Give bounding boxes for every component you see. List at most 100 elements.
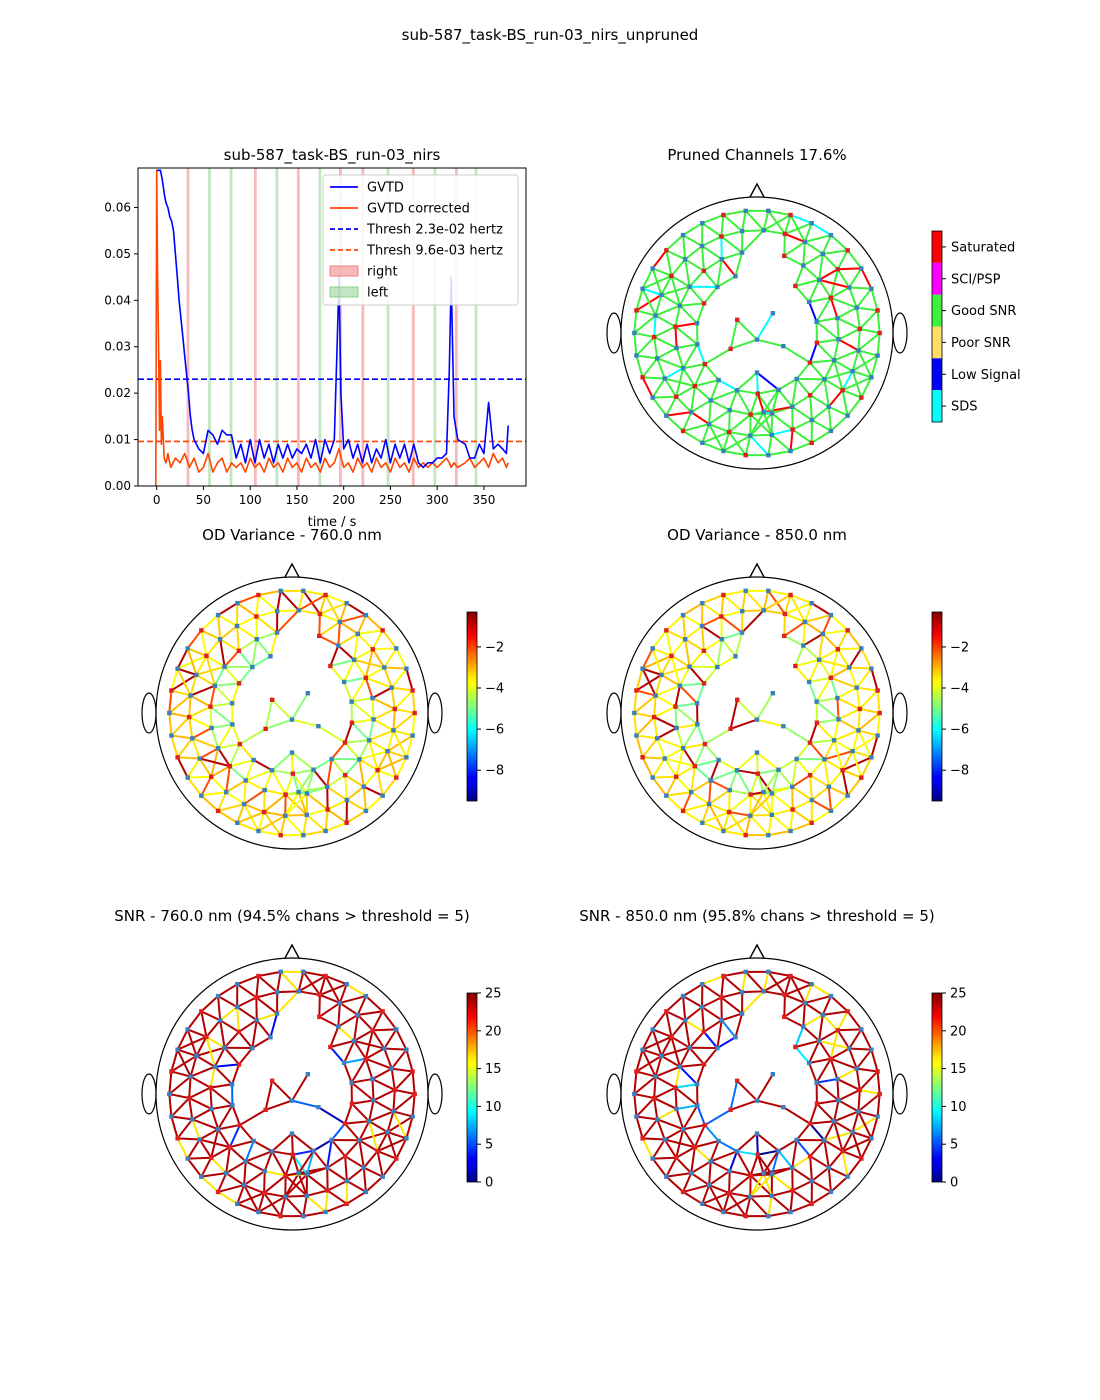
source-optode xyxy=(370,647,375,652)
event-span-right xyxy=(296,168,300,486)
channel-line xyxy=(821,614,832,635)
channel-line xyxy=(756,1073,774,1102)
channel-line xyxy=(350,677,367,703)
x-tick-label: 350 xyxy=(472,493,495,507)
channel-line xyxy=(214,1063,240,1068)
detector-optode xyxy=(826,404,832,409)
channel-line xyxy=(833,1110,859,1123)
detector-optode xyxy=(674,1106,679,1112)
detector-optode xyxy=(680,993,686,999)
detector-optode xyxy=(336,643,341,648)
channel-line xyxy=(188,1097,213,1110)
topomap-panel-1: Pruned Channels 17.6%SaturatedSCI/PSPGoo… xyxy=(606,146,1021,470)
channel-line xyxy=(344,739,370,744)
detector-optode xyxy=(243,778,248,783)
detector-optode xyxy=(301,1213,306,1219)
detector-optode xyxy=(739,250,745,255)
source-optode xyxy=(236,1062,242,1067)
channel-line xyxy=(857,332,881,352)
channel-line xyxy=(728,1150,738,1172)
channel-line xyxy=(828,1166,849,1178)
channel-line xyxy=(822,629,848,635)
channel-line xyxy=(176,1049,192,1078)
channel-line xyxy=(852,370,872,379)
channel-line xyxy=(682,1104,699,1130)
detector-optode xyxy=(677,1064,683,1069)
channel-line xyxy=(679,1066,698,1085)
channel-line xyxy=(186,1029,198,1057)
colorbar-segment xyxy=(932,294,942,327)
channel-line xyxy=(231,1104,241,1126)
channel-line xyxy=(756,312,774,341)
channel-line xyxy=(279,971,300,993)
detector-optode xyxy=(761,608,766,613)
detector-optode xyxy=(831,358,837,363)
channel-line xyxy=(188,1097,194,1120)
source-optode xyxy=(719,234,724,239)
channel-line xyxy=(329,665,345,683)
channel-line xyxy=(708,803,730,813)
channel-line xyxy=(364,677,374,699)
channel-line xyxy=(405,1049,414,1072)
detector-optode xyxy=(680,366,686,371)
channel-line xyxy=(749,393,759,415)
detector-optode xyxy=(761,789,766,795)
channel-line xyxy=(846,1157,863,1178)
channel-line xyxy=(665,630,673,657)
colorbar-label: −8 xyxy=(485,764,504,779)
source-optode xyxy=(209,774,214,779)
channel-line xyxy=(684,1019,705,1033)
detector-optode xyxy=(809,220,814,226)
channel-line xyxy=(815,1058,832,1084)
colorbar-label: 25 xyxy=(485,987,502,1002)
channel-line xyxy=(368,719,375,741)
channel-line xyxy=(816,697,838,703)
channel-line xyxy=(641,1049,657,1078)
source-optode xyxy=(169,1069,174,1074)
detector-optode xyxy=(748,1194,753,1199)
channel-line xyxy=(816,338,839,344)
detector-optode xyxy=(831,1119,837,1124)
channel-line xyxy=(635,288,644,311)
channel-line xyxy=(757,768,779,775)
channel-line xyxy=(809,342,818,363)
source-optode xyxy=(175,755,180,760)
channel-line xyxy=(211,723,233,729)
channel-line xyxy=(720,214,725,237)
channel-line xyxy=(815,297,832,323)
channel-line xyxy=(768,1211,791,1218)
channel-line xyxy=(762,769,780,793)
channel-line xyxy=(217,1128,231,1148)
detector-optode xyxy=(241,801,247,807)
channel-line xyxy=(205,1019,221,1038)
channel-line xyxy=(238,1019,258,1033)
channel-line xyxy=(851,370,863,398)
legend-label: Thresh 2.3e-02 hertz xyxy=(366,223,503,238)
detector-optode xyxy=(680,1127,686,1132)
channel-line xyxy=(855,1049,873,1070)
channel-line xyxy=(734,632,744,657)
channel-line xyxy=(655,694,676,708)
detector-optode xyxy=(816,657,822,663)
channel-line xyxy=(187,1156,212,1160)
channel-line xyxy=(265,1099,293,1111)
channel-line xyxy=(210,1108,220,1130)
channel-line xyxy=(376,1150,384,1177)
channel-line xyxy=(257,814,286,832)
channel-line xyxy=(641,288,657,317)
channel-line xyxy=(663,757,678,778)
channel-line xyxy=(263,790,266,813)
colorbar-label: 10 xyxy=(950,1100,967,1115)
source-optode xyxy=(236,648,242,654)
channel-line xyxy=(682,602,703,616)
source-optode xyxy=(640,1136,645,1141)
detector-optode xyxy=(305,1072,311,1077)
detector-optode xyxy=(197,756,202,761)
channel-line xyxy=(723,589,746,596)
channel-line xyxy=(651,1010,668,1031)
channel-line xyxy=(353,648,374,661)
detector-optode xyxy=(809,600,814,606)
source-optode xyxy=(748,792,753,797)
channel-line xyxy=(199,1128,219,1141)
